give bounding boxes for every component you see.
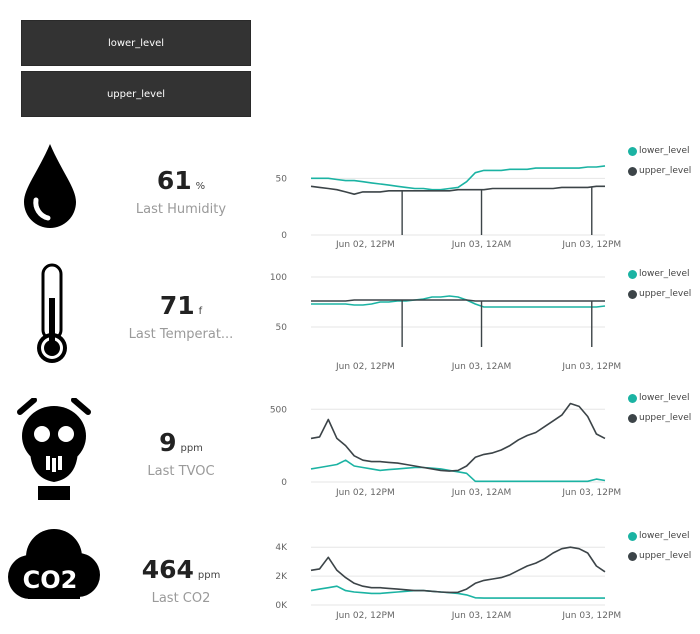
legend-dot-upper <box>628 551 637 561</box>
co2-label: Last CO2 <box>151 591 211 606</box>
tvoc-label: Last TVOC <box>147 464 215 479</box>
legend-dot-lower <box>628 531 637 541</box>
y-tick-label: 50 <box>276 323 288 333</box>
x-tick-label: Jun 03, 12PM <box>561 240 621 250</box>
y-tick-label: 500 <box>270 405 287 415</box>
temperature-legend: lower_level upper_level <box>628 268 700 308</box>
temperature-unit: f <box>198 306 203 317</box>
humidity-legend: lower_level upper_level <box>628 145 700 185</box>
x-tick-label: Jun 03, 12AM <box>451 240 511 250</box>
legend-label-lower: lower_level <box>639 531 690 541</box>
legend-dot-lower <box>628 393 637 403</box>
series-line-lower-level <box>311 165 606 191</box>
x-tick-label: Jun 03, 12PM <box>561 362 621 372</box>
legend-label-upper: upper_level <box>639 551 692 561</box>
series-line-upper-level <box>310 185 605 196</box>
lower-level-button-label: lower_level <box>107 37 165 49</box>
humidity-chart: 0 50 Jun 02, 12PM Jun 03, 12AM Jun 03, 12PM <box>276 165 621 250</box>
y-tick-label: 4K <box>275 543 288 553</box>
x-tick-label: Jun 03, 12AM <box>451 362 511 372</box>
tvoc-legend: lower_level upper_level <box>628 392 700 432</box>
y-tick-label: 0 <box>281 231 287 241</box>
legend-item-lower[interactable]: lower_level <box>628 530 700 542</box>
series-line-upper-level <box>310 546 606 594</box>
legend-dot-lower <box>628 146 637 156</box>
legend-dot-upper <box>628 413 637 423</box>
legend-label-lower: lower_level <box>639 269 690 279</box>
legend-item-lower[interactable]: lower_level <box>628 145 700 157</box>
legend-dot-lower <box>628 269 637 279</box>
x-tick-label: Jun 02, 12PM <box>335 362 395 372</box>
co2-value: 464 <box>141 555 194 584</box>
co2-icon-text: CO2 <box>23 566 78 594</box>
legend-dot-upper <box>628 289 637 299</box>
co2-unit: ppm <box>197 570 221 581</box>
x-tick-label: Jun 03, 12PM <box>561 611 621 621</box>
series-line-lower-level <box>311 295 606 308</box>
co2-legend: lower_level upper_level <box>628 530 700 570</box>
gas-mask-icon <box>16 397 92 508</box>
x-tick-label: Jun 03, 12PM <box>561 488 621 498</box>
x-tick-label: Jun 02, 12PM <box>335 611 395 621</box>
legend-item-upper[interactable]: upper_level <box>628 165 700 177</box>
y-tick-label: 0K <box>275 601 288 611</box>
series-line-upper-level <box>310 402 606 472</box>
lower-level-button[interactable]: lower_level <box>21 20 251 66</box>
y-tick-label: 2K <box>275 572 288 582</box>
legend-label-upper: upper_level <box>639 413 692 423</box>
humidity-value: 61 <box>156 166 192 195</box>
series-line-lower-level <box>310 585 605 599</box>
tvoc-chart: 0 500 Jun 02, 12PM Jun 03, 12AM Jun 03, 12PM <box>270 402 621 498</box>
tvoc-card: 9 ppm Last TVOC <box>106 430 256 479</box>
water-drop-icon <box>22 142 78 234</box>
temperature-value: 71 <box>159 291 195 320</box>
legend-label-upper: upper_level <box>639 166 692 176</box>
upper-level-button[interactable]: upper_level <box>21 71 251 117</box>
humidity-label: Last Humidity <box>135 202 227 217</box>
x-tick-label: Jun 02, 12PM <box>335 240 395 250</box>
x-tick-label: Jun 03, 12AM <box>451 488 511 498</box>
series-line-lower-level <box>310 459 606 483</box>
legend-item-lower[interactable]: lower_level <box>628 392 700 404</box>
legend-item-upper[interactable]: upper_level <box>628 412 700 424</box>
legend-label-lower: lower_level <box>639 146 690 156</box>
legend-dot-upper <box>628 166 637 176</box>
x-tick-label: Jun 02, 12PM <box>335 488 395 498</box>
y-tick-label: 0 <box>281 478 287 488</box>
legend-item-lower[interactable]: lower_level <box>628 268 700 280</box>
legend-item-upper[interactable]: upper_level <box>628 550 700 562</box>
humidity-card: 61% Last Humidity <box>106 168 256 217</box>
co2-card: 464 ppm Last CO2 <box>106 557 256 606</box>
tvoc-value: 9 <box>159 428 177 457</box>
co2-chart: 0K 2K 4K Jun 02, 12PM Jun 03, 12AM Jun 03, 12… <box>275 543 621 621</box>
legend-label-upper: upper_level <box>639 289 692 299</box>
temperature-chart: 50 100 Jun 02, 12PM Jun 03, 12AM Jun 03, 12P… <box>270 273 621 372</box>
co2-cloud-icon: CO2 <box>6 525 102 619</box>
temperature-label: Last Temperat... <box>128 327 234 342</box>
legend-item-upper[interactable]: upper_level <box>628 288 700 300</box>
upper-level-button-label: upper_level <box>106 88 166 100</box>
y-tick-label: 100 <box>270 273 287 283</box>
x-tick-label: Jun 03, 12AM <box>451 611 511 621</box>
temperature-card: 71 f Last Temperat... <box>106 293 256 342</box>
legend-label-lower: lower_level <box>639 393 690 403</box>
thermometer-icon <box>34 262 70 374</box>
y-tick-label: 50 <box>276 174 288 184</box>
tvoc-unit: ppm <box>180 443 203 454</box>
series-line-upper-level <box>311 299 605 302</box>
humidity-unit: % <box>195 181 206 192</box>
